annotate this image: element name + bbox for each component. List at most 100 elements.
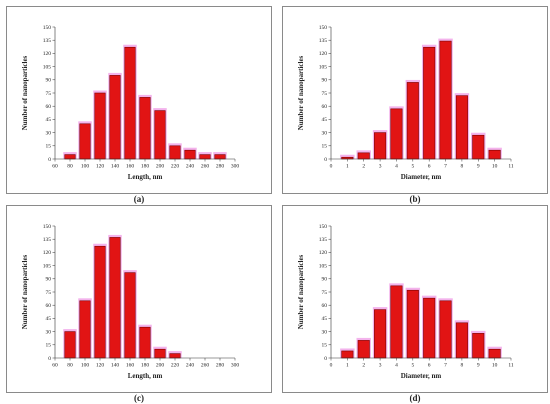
x-tick-label: 1 [346,164,349,170]
x-tick-label: 2 [362,363,365,369]
x-tick-label: 5 [411,164,414,170]
y-tick-label: 120 [319,51,328,57]
bar [455,322,468,359]
y-tick-label: 75 [46,290,52,296]
chart-panel-a: 0 15 30 45 60 75 90 105 120 135 150 60 80 100 120 140 16… [6,6,272,194]
y-tick-label: 75 [322,91,328,97]
y-tick-label: 0 [324,157,327,163]
x-tick-label: 240 [186,363,195,369]
x-tick-label: 10 [492,363,498,369]
x-axis-title: Length, nm [128,173,163,181]
x-tick-label: 11 [508,363,514,369]
bar [184,149,196,160]
y-tick-label: 90 [46,277,52,283]
y-tick-label: 150 [43,25,52,31]
y-tick-label: 105 [319,64,328,70]
x-tick-label: 0 [330,164,333,170]
bar [423,46,436,160]
x-tick-label: 60 [52,363,58,369]
bar [390,108,403,160]
x-tick-label: 280 [216,363,225,369]
y-tick-label: 150 [319,224,328,230]
x-tick-label: 140 [111,164,120,170]
y-tick-label: 45 [322,117,328,123]
bar [64,154,76,160]
x-tick-label: 2 [362,164,365,170]
x-tick-label: 10 [492,164,498,170]
y-tick-label: 75 [322,290,328,296]
y-tick-label: 90 [322,78,328,84]
bar [390,285,403,359]
chart-panel-c: 0 15 30 45 60 75 90 105 120 135 150 60 80 100 120 140 16… [6,205,272,393]
bar-shadow [340,154,355,159]
y-tick-label: 60 [322,104,328,110]
y-axis-title: Number of nanoparticles [21,55,29,130]
y-tick-label: 120 [319,250,328,256]
y-tick-label: 135 [319,237,328,243]
y-tick-label: 30 [322,130,328,136]
bar [357,152,370,160]
bar [406,82,419,160]
x-tick-label: 300 [231,363,240,369]
y-tick-label: 15 [322,144,328,150]
x-tick-label: 4 [395,164,398,170]
x-tick-label: 3 [379,363,382,369]
bar [214,154,226,160]
bar [472,134,485,160]
x-tick-label: 160 [126,164,135,170]
y-tick-label: 45 [322,316,328,322]
bar [357,340,370,359]
x-tick-label: 120 [96,363,105,369]
y-tick-label: 105 [319,263,328,269]
x-tick-label: 9 [477,363,480,369]
x-tick-label: 300 [231,164,240,170]
x-tick-label: 180 [141,363,150,369]
y-axis-title: Number of nanoparticles [297,55,305,130]
y-tick-label: 90 [46,78,52,84]
x-tick-label: 11 [508,164,514,170]
bar [154,348,166,359]
x-tick-label: 1 [346,363,349,369]
bar [199,154,211,160]
x-tick-label: 180 [141,164,150,170]
x-tick-label: 60 [52,164,58,170]
x-tick-label: 5 [411,363,414,369]
y-axis-title: Number of nanoparticles [297,254,305,329]
bar [139,326,151,359]
y-tick-label: 135 [319,38,328,44]
bar [439,40,452,160]
x-tick-label: 100 [81,363,90,369]
x-tick-label: 0 [330,363,333,369]
bar [94,92,106,160]
bar [341,350,354,359]
bar [374,132,387,160]
x-axis-title: Diameter, nm [401,372,442,380]
chart-caption-b: (b) [409,194,421,204]
bar [488,348,501,359]
x-tick-label: 8 [461,363,464,369]
bar [374,309,387,359]
x-tick-label: 160 [126,363,135,369]
y-tick-label: 60 [46,104,52,110]
y-tick-label: 0 [48,157,51,163]
y-tick-label: 120 [43,51,52,57]
x-tick-label: 240 [186,164,195,170]
bar [124,46,136,160]
bar [472,333,485,359]
bar [139,97,151,160]
y-tick-label: 105 [43,263,52,269]
y-tick-label: 75 [46,91,52,97]
y-tick-label: 105 [43,64,52,70]
y-tick-label: 15 [46,343,52,349]
y-tick-label: 15 [46,144,52,150]
x-tick-label: 280 [216,164,225,170]
x-tick-label: 260 [201,164,210,170]
y-tick-label: 15 [322,343,328,349]
bar [94,245,106,359]
y-tick-label: 150 [43,224,52,230]
x-tick-label: 200 [156,363,165,369]
bar [423,297,436,359]
bar [169,353,181,359]
chart-caption-c: (c) [134,393,144,403]
chart-caption-d: (d) [409,393,421,403]
